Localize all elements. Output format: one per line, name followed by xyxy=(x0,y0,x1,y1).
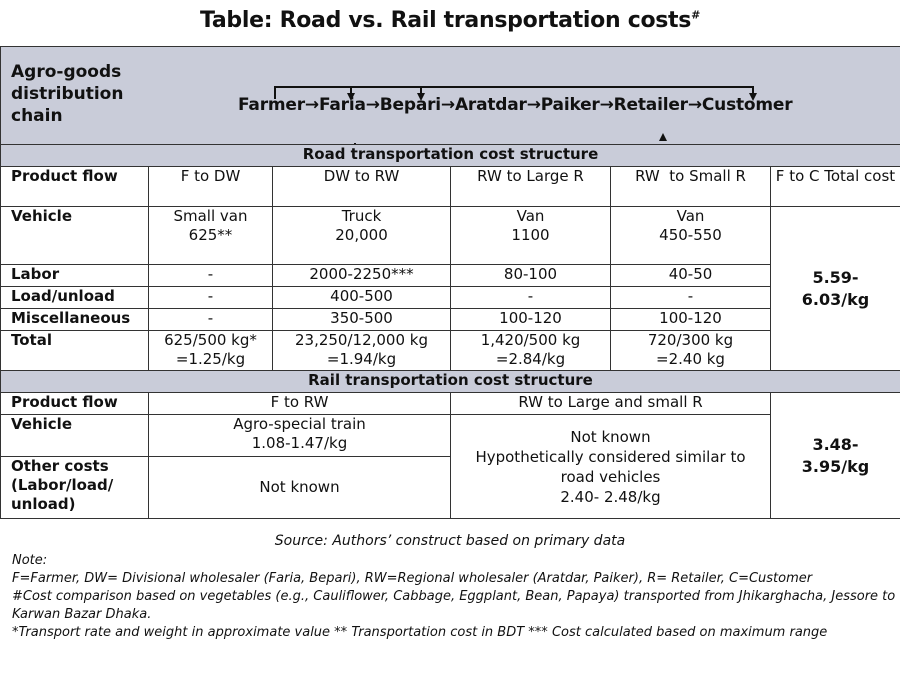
rail-rw-to-r-costs: Not known Hypothetically considered simi… xyxy=(450,414,771,519)
table-title: Table: Road vs. Rail transportation cost… xyxy=(200,8,700,33)
note-approximations: *Transport rate and weight in approximat… xyxy=(12,625,828,640)
road-cell: Truck 20,000 xyxy=(272,206,451,265)
road-row-label: Vehicle xyxy=(0,206,149,265)
road-cell: 720/300 kg =2.40 kg xyxy=(610,330,771,371)
road-cell: 2000-2250*** xyxy=(272,264,451,287)
road-cell: 100-120 xyxy=(450,308,611,331)
road-row-label: Total xyxy=(0,330,149,371)
road-cell: - xyxy=(148,264,273,287)
road-header-dw-to-rw: DW to RW xyxy=(272,166,451,207)
title-footnote-mark: # xyxy=(691,8,700,22)
rail-flow-rw-to-r: RW to Large and small R xyxy=(450,392,771,415)
road-cell: 100-120 xyxy=(610,308,771,331)
rail-flow-f-to-rw: F to RW xyxy=(148,392,451,415)
road-cell: - xyxy=(610,286,771,309)
road-cell: 625/500 kg* =1.25/kg xyxy=(148,330,273,371)
rail-vehicle: Agro-special train 1.08-1.47/kg xyxy=(148,414,451,457)
arrow-farmer-to-customer xyxy=(274,86,754,99)
road-row-label: Labor xyxy=(0,264,149,287)
road-header-rw-to-large-r: RW to Large R xyxy=(450,166,611,207)
road-cell: Van 1100 xyxy=(450,206,611,265)
road-cell: 1,420/500 kg =2.84/kg xyxy=(450,330,611,371)
rail-other-costs: Not known xyxy=(148,456,451,519)
road-cell: 40-50 xyxy=(610,264,771,287)
road-header-total-cost: F to C Total cost xyxy=(770,166,900,207)
road-total-cost: 5.59- 6.03/kg xyxy=(770,206,900,371)
road-cell: - xyxy=(148,308,273,331)
arrow-heads xyxy=(347,93,757,141)
rail-section-heading: Rail transportation cost structure xyxy=(0,370,900,393)
cost-table: Agro-goods distribution chain Farmer→Far… xyxy=(0,46,900,519)
rail-total-cost: 3.48- 3.95/kg xyxy=(770,392,900,519)
rail-label-vehicle: Vehicle xyxy=(0,414,149,457)
road-header-f-to-dw: F to DW xyxy=(148,166,273,207)
rail-label-product-flow: Product flow xyxy=(0,392,149,415)
road-row-label: Load/unload xyxy=(0,286,149,309)
chain-sequence: Farmer→Faria→Bepari→Aratdar→Paiker→Retai… xyxy=(238,95,793,115)
road-cell: Small van 625** xyxy=(148,206,273,265)
chain-arrows-diagram xyxy=(274,86,757,144)
rail-label-other-costs: Other costs (Labor/load/ unload) xyxy=(0,456,149,519)
road-cell: 350-500 xyxy=(272,308,451,331)
note-heading: Note: xyxy=(12,553,48,568)
road-header-rw-to-small-r: RW to Small R xyxy=(610,166,771,207)
distribution-chain-row: Agro-goods distribution chain Farmer→Far… xyxy=(0,46,900,145)
road-cell: 80-100 xyxy=(450,264,611,287)
note-abbreviations: F=Farmer, DW= Divisional wholesaler (Far… xyxy=(12,571,813,586)
road-cell: - xyxy=(148,286,273,309)
road-cell: 400-500 xyxy=(272,286,451,309)
source-note: Source: Authors’ construct based on prim… xyxy=(274,533,626,549)
road-row-label: Miscellaneous xyxy=(0,308,149,331)
road-cell: Van 450-550 xyxy=(610,206,771,265)
arrow-to-retailer xyxy=(354,143,356,144)
road-header-product-flow: Product flow xyxy=(0,166,149,207)
chain-label: Agro-goods distribution chain xyxy=(11,62,124,126)
road-cell: - xyxy=(450,286,611,309)
note-cost-comparison: #Cost comparison based on vegetables (e.… xyxy=(12,589,896,622)
road-cell: 23,250/12,000 kg =1.94/kg xyxy=(272,330,451,371)
notes-block: Note: F=Farmer, DW= Divisional wholesale… xyxy=(12,552,896,642)
road-section-heading: Road transportation cost structure xyxy=(0,144,900,167)
